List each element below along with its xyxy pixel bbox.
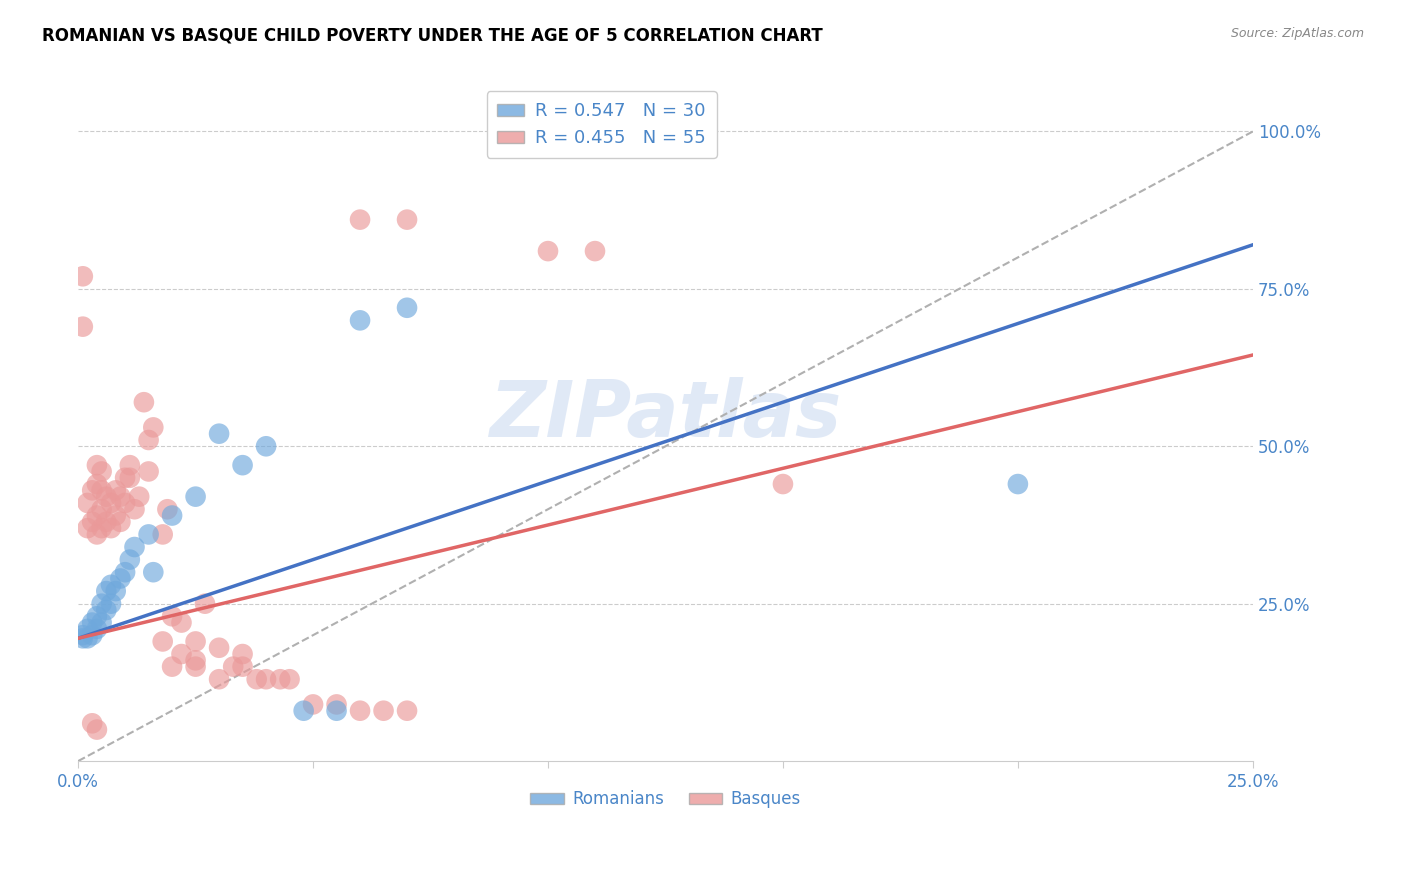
Point bbox=[152, 527, 174, 541]
Point bbox=[86, 508, 108, 523]
Point bbox=[82, 515, 104, 529]
Point bbox=[72, 319, 94, 334]
Point bbox=[96, 603, 118, 617]
Point bbox=[90, 502, 112, 516]
Point bbox=[132, 395, 155, 409]
Point bbox=[118, 471, 141, 485]
Point bbox=[72, 269, 94, 284]
Point bbox=[325, 698, 347, 712]
Point bbox=[583, 244, 606, 259]
Point bbox=[208, 672, 231, 686]
Point bbox=[325, 704, 347, 718]
Point bbox=[72, 632, 94, 646]
Point bbox=[128, 490, 150, 504]
Point bbox=[396, 301, 419, 315]
Point bbox=[170, 647, 193, 661]
Point bbox=[349, 704, 371, 718]
Point bbox=[86, 527, 108, 541]
Legend: Romanians, Basques: Romanians, Basques bbox=[523, 784, 807, 815]
Point bbox=[90, 483, 112, 498]
Point bbox=[184, 653, 207, 667]
Point bbox=[349, 212, 371, 227]
Point bbox=[110, 515, 132, 529]
Point bbox=[537, 244, 560, 259]
Point bbox=[1007, 477, 1029, 491]
Point bbox=[110, 490, 132, 504]
Point bbox=[90, 597, 112, 611]
Point bbox=[90, 615, 112, 630]
Point bbox=[104, 508, 127, 523]
Point bbox=[194, 597, 217, 611]
Point bbox=[110, 572, 132, 586]
Point bbox=[118, 458, 141, 472]
Point bbox=[76, 632, 98, 646]
Point bbox=[100, 496, 122, 510]
Point bbox=[124, 540, 146, 554]
Point bbox=[114, 471, 136, 485]
Point bbox=[118, 552, 141, 566]
Point bbox=[138, 465, 160, 479]
Point bbox=[184, 659, 207, 673]
Point bbox=[254, 439, 277, 453]
Point bbox=[184, 490, 207, 504]
Point bbox=[160, 659, 183, 673]
Point bbox=[114, 496, 136, 510]
Point bbox=[138, 433, 160, 447]
Point bbox=[72, 628, 94, 642]
Point bbox=[90, 465, 112, 479]
Point bbox=[269, 672, 291, 686]
Point bbox=[100, 597, 122, 611]
Point bbox=[292, 704, 315, 718]
Point bbox=[232, 647, 254, 661]
Point bbox=[96, 490, 118, 504]
Point bbox=[142, 420, 165, 434]
Point bbox=[82, 628, 104, 642]
Point bbox=[104, 584, 127, 599]
Point bbox=[76, 521, 98, 535]
Point bbox=[82, 483, 104, 498]
Point bbox=[254, 672, 277, 686]
Text: ROMANIAN VS BASQUE CHILD POVERTY UNDER THE AGE OF 5 CORRELATION CHART: ROMANIAN VS BASQUE CHILD POVERTY UNDER T… bbox=[42, 27, 823, 45]
Point bbox=[100, 578, 122, 592]
Point bbox=[772, 477, 794, 491]
Point bbox=[86, 622, 108, 636]
Point bbox=[246, 672, 269, 686]
Point bbox=[86, 477, 108, 491]
Point bbox=[90, 521, 112, 535]
Point bbox=[96, 515, 118, 529]
Point bbox=[86, 723, 108, 737]
Point bbox=[278, 672, 301, 686]
Point bbox=[76, 496, 98, 510]
Point bbox=[232, 458, 254, 472]
Point bbox=[138, 527, 160, 541]
Point bbox=[208, 640, 231, 655]
Text: Source: ZipAtlas.com: Source: ZipAtlas.com bbox=[1230, 27, 1364, 40]
Point bbox=[156, 502, 179, 516]
Point bbox=[86, 458, 108, 472]
Point bbox=[373, 704, 395, 718]
Point bbox=[100, 521, 122, 535]
Point bbox=[396, 704, 419, 718]
Point bbox=[184, 634, 207, 648]
Point bbox=[396, 212, 419, 227]
Point bbox=[152, 634, 174, 648]
Point bbox=[232, 659, 254, 673]
Point bbox=[124, 502, 146, 516]
Point bbox=[349, 313, 371, 327]
Point bbox=[86, 609, 108, 624]
Point bbox=[114, 565, 136, 579]
Point bbox=[76, 622, 98, 636]
Point bbox=[96, 584, 118, 599]
Point bbox=[104, 483, 127, 498]
Point bbox=[142, 565, 165, 579]
Point bbox=[170, 615, 193, 630]
Point bbox=[82, 615, 104, 630]
Point bbox=[302, 698, 325, 712]
Point bbox=[160, 609, 183, 624]
Text: ZIPatlas: ZIPatlas bbox=[489, 376, 842, 453]
Point bbox=[82, 716, 104, 731]
Point bbox=[208, 426, 231, 441]
Point bbox=[160, 508, 183, 523]
Point bbox=[222, 659, 245, 673]
